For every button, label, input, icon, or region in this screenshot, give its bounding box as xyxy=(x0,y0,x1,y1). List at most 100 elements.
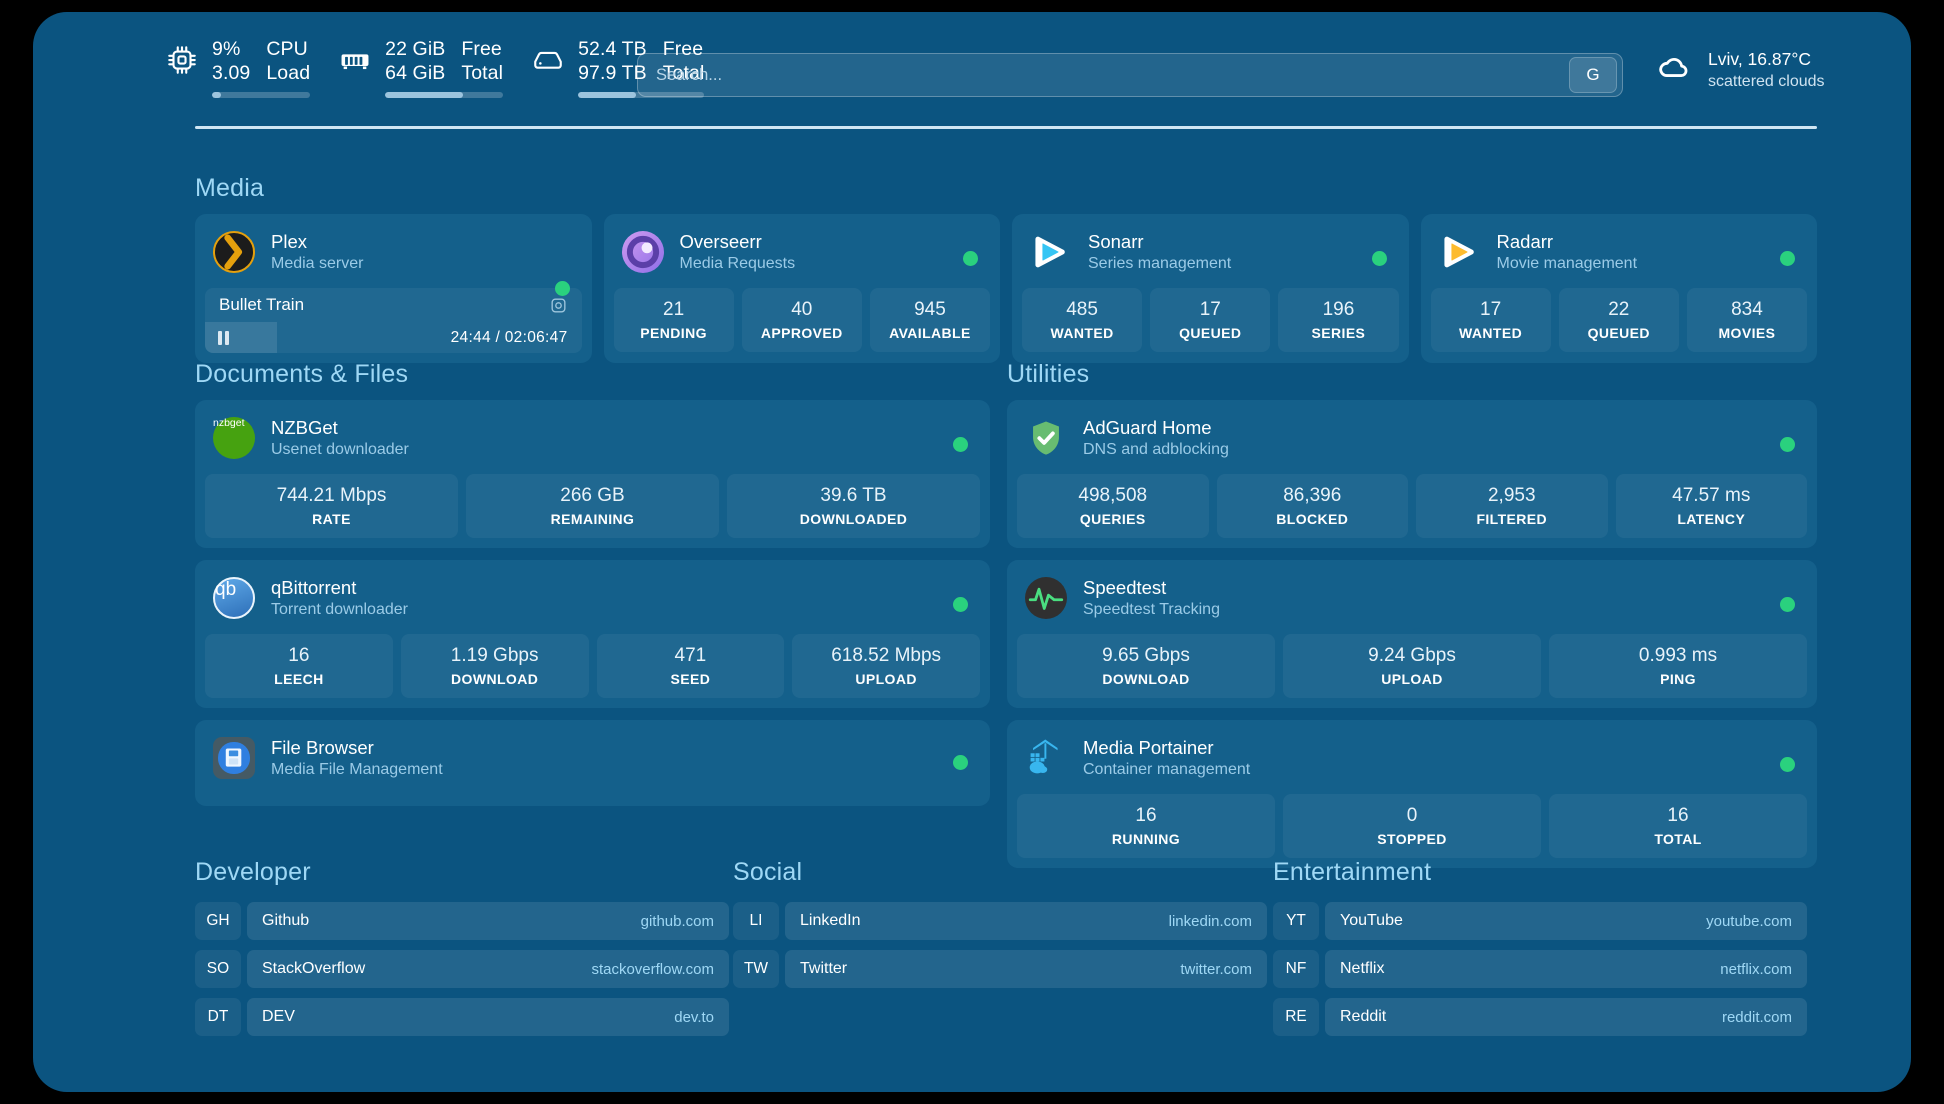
service-stat-label: LEECH xyxy=(274,671,324,687)
bookmark-row[interactable]: TW Twitter twitter.com xyxy=(733,950,1267,988)
service-stat-value: 196 xyxy=(1322,299,1355,320)
bookmark-link[interactable]: Reddit reddit.com xyxy=(1325,998,1807,1036)
utilities-card-list: AdGuard Home DNS and adblocking 498,508 QUE… xyxy=(1007,400,1817,880)
service-stat-value: 9.24 Gbps xyxy=(1368,645,1456,666)
service-name: Overseerr xyxy=(679,231,762,252)
status-badge xyxy=(1780,437,1795,452)
status-badge xyxy=(1780,757,1795,772)
service-stat-cell: 17 WANTED xyxy=(1430,288,1551,352)
service-card-nzbget[interactable]: nzbget NZBGet Usenet downloader 744.21 Mbps… xyxy=(195,400,990,548)
service-card-plex[interactable]: Plex Media server Bullet Train 24:44 / 02:0… xyxy=(195,214,592,363)
bookmark-link[interactable]: LinkedIn linkedin.com xyxy=(785,902,1267,940)
service-stat-label: REMAINING xyxy=(550,511,635,527)
status-badge xyxy=(1780,597,1795,612)
service-card-qbittorrent[interactable]: qb qBittorrent Torrent downloader 16 LEECH 1.… xyxy=(195,560,990,708)
duration-time: 02:06:47 xyxy=(504,328,568,346)
bookmark-row[interactable]: YT YouTube youtube.com xyxy=(1273,902,1807,940)
weather-condition: scattered clouds xyxy=(1708,73,1825,90)
status-badge xyxy=(554,280,570,296)
service-stat-label: DOWNLOAD xyxy=(451,671,539,687)
service-stat-cell: 17 QUEUED xyxy=(1150,288,1271,352)
service-subtitle: Movie management xyxy=(1496,255,1638,272)
service-stat-cell: 16 LEECH xyxy=(205,634,393,698)
service-stat-row: 16 LEECH 1.19 Gbps DOWNLOAD 471 SEED 618.52 Mb… xyxy=(195,634,990,708)
service-card-media-portainer[interactable]: Media Portainer Container management 16 RUN… xyxy=(1007,720,1817,868)
service-stat-label: WANTED xyxy=(1050,325,1114,341)
service-stat-value: 2,953 xyxy=(1487,485,1536,506)
service-stat-label: SEED xyxy=(670,671,711,687)
now-playing-title: Bullet Train xyxy=(219,295,305,314)
bookmark-link[interactable]: Twitter twitter.com xyxy=(785,950,1267,988)
bookmark-row[interactable]: SO StackOverflow stackoverflow.com xyxy=(195,950,729,988)
service-stat-cell: 86,396 BLOCKED xyxy=(1216,474,1408,538)
service-stat-row: 16 RUNNING 0 STOPPED 16 TOTAL xyxy=(1007,794,1817,868)
documents-card-list: nzbget NZBGet Usenet downloader 744.21 Mbps… xyxy=(195,400,990,818)
bookmark-link[interactable]: Netflix netflix.com xyxy=(1325,950,1807,988)
bookmark-row[interactable]: GH Github github.com xyxy=(195,902,729,940)
portainer-icon xyxy=(1025,737,1067,779)
service-stat-value: 0.993 ms xyxy=(1638,645,1718,666)
bookmark-link[interactable]: StackOverflow stackoverflow.com xyxy=(247,950,729,988)
status-badge xyxy=(953,437,968,452)
service-card-radarr[interactable]: Radarr Movie management 17 WANTED 22 QUEUED 83… xyxy=(1420,214,1818,363)
bookmark-link[interactable]: Github github.com xyxy=(247,902,729,940)
pause-icon[interactable] xyxy=(205,330,241,345)
status-badge xyxy=(1371,251,1387,266)
section-title-entertainment: Entertainment xyxy=(1273,858,1432,886)
stat-value: 3.09 xyxy=(212,61,251,84)
disk-icon xyxy=(531,43,565,77)
service-name: Speedtest xyxy=(1083,577,1167,598)
bookmark-link[interactable]: YouTube youtube.com xyxy=(1325,902,1807,940)
service-stat-value: 47.57 ms xyxy=(1672,485,1751,506)
section-title-media: Media xyxy=(195,174,265,202)
service-stat-label: MOVIES xyxy=(1718,325,1776,341)
filebrowser-icon xyxy=(213,737,255,779)
stat-label: Total xyxy=(461,61,504,84)
service-stat-label: AVAILABLE xyxy=(889,325,971,341)
service-stat-value: 498,508 xyxy=(1078,485,1148,506)
system-stats: 9% 3.09 CPU Load 22 GiB 64 GiB Free Total 52.4… xyxy=(165,37,705,98)
service-card-sonarr[interactable]: Sonarr Series management 485 WANTED 17 QUEUED… xyxy=(1012,214,1409,363)
service-stat-cell: 618.52 Mbps UPLOAD xyxy=(792,634,980,698)
service-name: AdGuard Home xyxy=(1083,417,1212,438)
service-stat-value: 86,396 xyxy=(1283,485,1342,506)
bookmark-link[interactable]: DEV dev.to xyxy=(247,998,729,1036)
search-engine-button[interactable]: G xyxy=(1569,57,1617,93)
status-badge xyxy=(953,597,968,612)
bookmark-row[interactable]: LI LinkedIn linkedin.com xyxy=(733,902,1267,940)
service-subtitle: Container management xyxy=(1083,761,1251,778)
service-stat-value: 1.19 Gbps xyxy=(450,645,539,666)
section-title-social: Social xyxy=(733,858,803,886)
playback-progress-bar[interactable]: 24:44 / 02:06:47 xyxy=(205,322,582,353)
service-stat-value: 17 xyxy=(1480,299,1502,320)
service-stat-label: APPROVED xyxy=(760,325,843,341)
search-box[interactable]: G xyxy=(637,53,1623,97)
service-stat-label: PING xyxy=(1660,671,1696,687)
bookmark-url: twitter.com xyxy=(1180,960,1252,978)
service-subtitle: Torrent downloader xyxy=(271,601,408,618)
service-stat-row: 17 WANTED 22 QUEUED 834 MOVIES xyxy=(1421,288,1818,362)
stat-progress-bar xyxy=(212,91,311,98)
gear-icon[interactable] xyxy=(549,296,568,315)
speedtest-icon xyxy=(1025,577,1067,619)
service-stat-value: 618.52 Mbps xyxy=(831,645,942,666)
stat-label: Load xyxy=(266,61,311,84)
service-stat-label: FILTERED xyxy=(1476,511,1548,527)
status-badge xyxy=(963,251,978,266)
search-input[interactable] xyxy=(638,54,1569,96)
service-name: Plex xyxy=(271,231,307,252)
service-stat-cell: 1.19 Gbps DOWNLOAD xyxy=(400,634,589,698)
bookmark-row[interactable]: RE Reddit reddit.com xyxy=(1273,998,1807,1036)
service-card-speedtest[interactable]: Speedtest Speedtest Tracking 9.65 Gbps DOWN… xyxy=(1007,560,1817,708)
service-stat-cell: 0 STOPPED xyxy=(1283,794,1541,858)
service-card-file-browser[interactable]: File Browser Media File Management xyxy=(195,720,990,806)
bookmark-badge: RE xyxy=(1273,998,1319,1036)
bookmark-row[interactable]: DT DEV dev.to xyxy=(195,998,729,1036)
service-card-overseerr[interactable]: Overseerr Media Requests 21 PENDING 40 APPROV… xyxy=(603,214,1000,363)
nzbget-icon: nzbget xyxy=(213,417,255,459)
service-card-adguard-home[interactable]: AdGuard Home DNS and adblocking 498,508 QUE… xyxy=(1007,400,1817,548)
entertainment-link-list: YT YouTube youtube.com NF Netflix netflix.com… xyxy=(1273,902,1807,1046)
service-stat-value: 22 xyxy=(1608,299,1630,320)
stat-label: CPU xyxy=(266,37,308,60)
bookmark-row[interactable]: NF Netflix netflix.com xyxy=(1273,950,1807,988)
